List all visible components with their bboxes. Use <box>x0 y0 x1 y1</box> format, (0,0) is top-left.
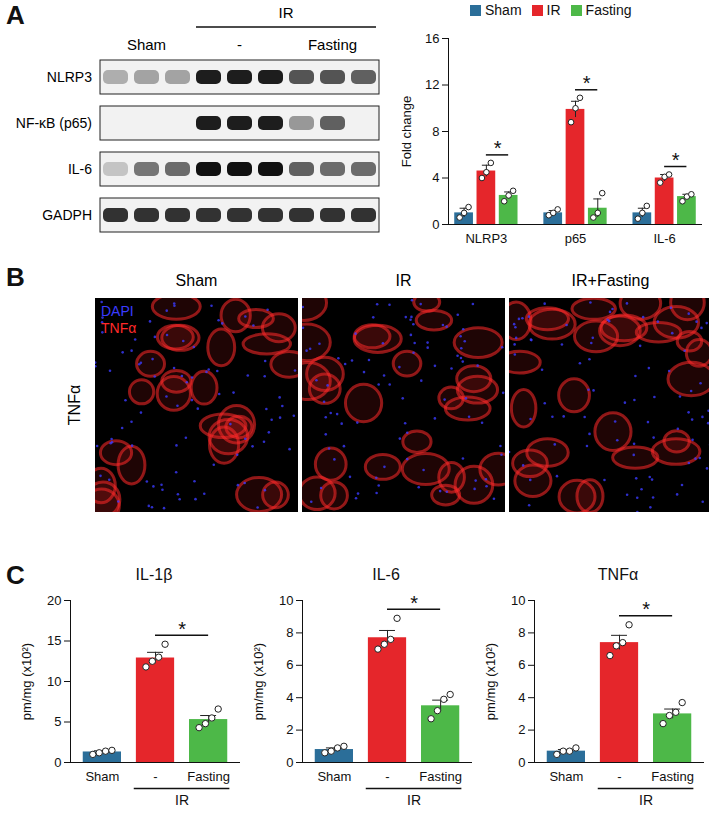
svg-text:8: 8 <box>286 625 293 640</box>
svg-text:8: 8 <box>432 124 439 139</box>
svg-text:4: 4 <box>286 690 293 705</box>
svg-text:Fasting: Fasting <box>187 769 230 784</box>
svg-text:TNFα: TNFα <box>66 385 83 425</box>
svg-text:16: 16 <box>425 31 439 46</box>
svg-text:20: 20 <box>47 593 61 608</box>
svg-text:IR: IR <box>279 4 294 21</box>
svg-text:6: 6 <box>518 657 525 672</box>
svg-text:-: - <box>153 769 157 784</box>
svg-text:4: 4 <box>518 690 525 705</box>
html-text:A: A <box>6 0 25 30</box>
svg-text:TNFα: TNFα <box>101 320 136 336</box>
svg-text:IR: IR <box>175 792 189 808</box>
svg-text:0: 0 <box>432 217 439 232</box>
svg-text:NLRP3: NLRP3 <box>47 69 92 85</box>
svg-text:-: - <box>385 769 389 784</box>
svg-text:-: - <box>237 36 242 53</box>
svg-text:Fasting: Fasting <box>419 769 462 784</box>
svg-text:pm/mg (x10²): pm/mg (x10²) <box>251 643 266 720</box>
svg-text:GADPH: GADPH <box>42 207 92 223</box>
svg-text:*: * <box>642 598 650 620</box>
svg-text:10: 10 <box>279 593 293 608</box>
html-text:IL-1β: IL-1β <box>135 566 173 583</box>
svg-text:IR: IR <box>396 272 412 289</box>
svg-text:Sham: Sham <box>317 769 351 784</box>
svg-text:0: 0 <box>54 755 61 770</box>
svg-text:4: 4 <box>432 170 439 185</box>
svg-text:2: 2 <box>286 722 293 737</box>
svg-text:IR: IR <box>639 792 653 808</box>
svg-text:IL-6: IL-6 <box>653 231 675 246</box>
svg-text:12: 12 <box>425 77 439 92</box>
html-text:Fasting: Fasting <box>585 2 632 18</box>
svg-text:8: 8 <box>518 625 525 640</box>
svg-text:IR+Fasting: IR+Fasting <box>572 272 650 289</box>
svg-text:pm/mg (x10²): pm/mg (x10²) <box>19 643 34 720</box>
svg-text:p65: p65 <box>565 231 587 246</box>
svg-text:Sham: Sham <box>549 769 583 784</box>
svg-text:pm/mg (x10²): pm/mg (x10²) <box>483 643 498 720</box>
svg-text:2: 2 <box>518 722 525 737</box>
svg-text:6: 6 <box>286 657 293 672</box>
html-text:Sham: Sham <box>485 2 522 18</box>
svg-text:IR: IR <box>407 792 421 808</box>
svg-text:DAPI: DAPI <box>101 303 134 319</box>
svg-text:15: 15 <box>47 633 61 648</box>
svg-text:*: * <box>583 72 591 94</box>
svg-text:Sham: Sham <box>176 272 218 289</box>
html-text:TNFα: TNFα <box>597 566 639 583</box>
svg-text:*: * <box>178 618 186 640</box>
html-text:IR: IR <box>546 2 561 18</box>
svg-text:*: * <box>494 137 502 159</box>
svg-text:IL-6: IL-6 <box>68 161 92 177</box>
svg-text:Sham: Sham <box>127 36 166 53</box>
svg-text:Fold change: Fold change <box>399 96 414 168</box>
svg-text:Sham: Sham <box>85 769 119 784</box>
html-text:IL-6: IL-6 <box>372 566 400 583</box>
html-text:C: C <box>6 560 25 590</box>
svg-text:*: * <box>410 592 418 614</box>
svg-text:Fasting: Fasting <box>651 769 694 784</box>
svg-text:0: 0 <box>286 755 293 770</box>
svg-text:10: 10 <box>511 593 525 608</box>
svg-text:*: * <box>672 149 680 171</box>
svg-text:NLRP3: NLRP3 <box>465 231 507 246</box>
svg-text:-: - <box>617 769 621 784</box>
svg-text:10: 10 <box>47 674 61 689</box>
svg-text:0: 0 <box>518 755 525 770</box>
svg-text:5: 5 <box>54 714 61 729</box>
svg-text:Fasting: Fasting <box>308 36 357 53</box>
html-text:B: B <box>6 262 25 292</box>
svg-text:NF-κB (p65): NF-κB (p65) <box>16 115 92 131</box>
